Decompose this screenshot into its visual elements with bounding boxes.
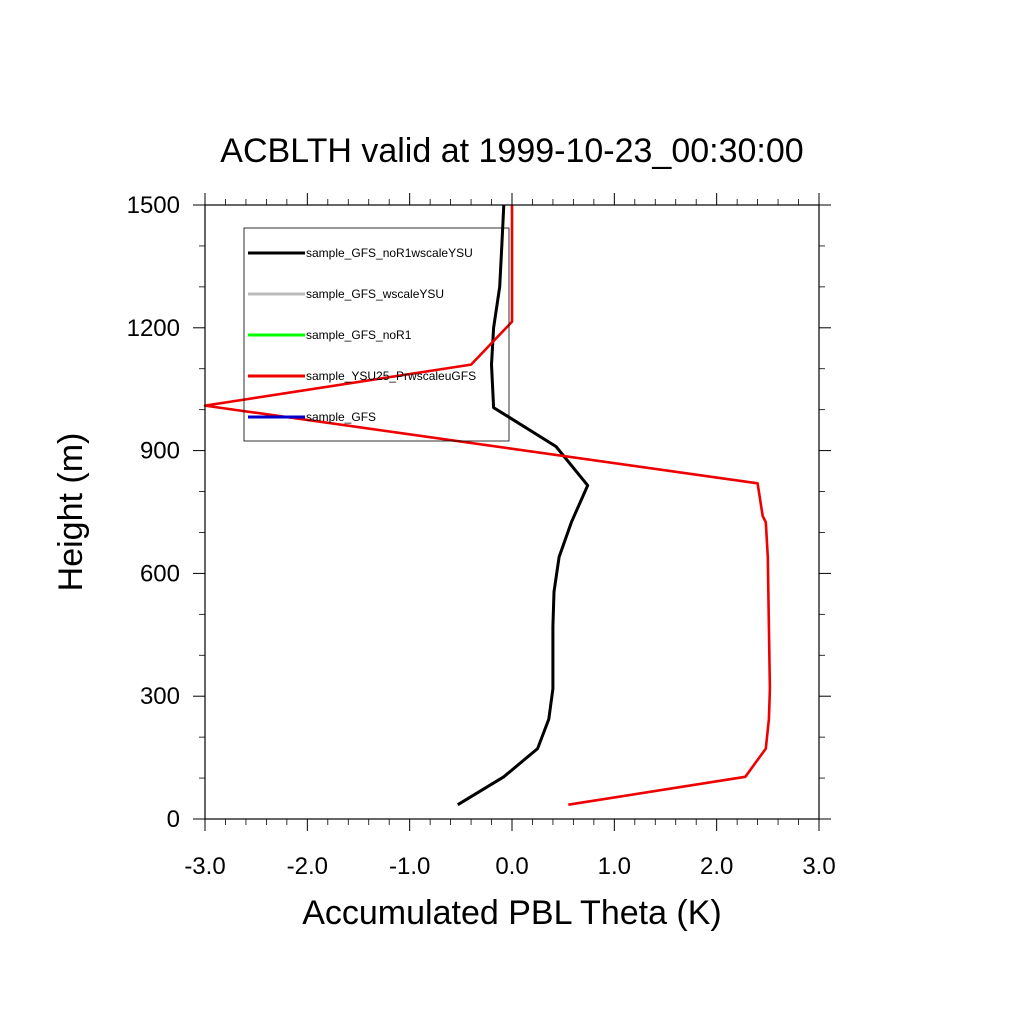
legend-label: sample_GFS_noR1 xyxy=(306,328,412,342)
legend-label: sample_GFS_wscaleYSU xyxy=(306,287,444,301)
legend: sample_GFS_noR1wscaleYSU sample_GFS_wscal… xyxy=(243,227,510,442)
series-line-sample_GFS_noR1wscaleYSU xyxy=(457,204,590,806)
x-tick-label: -3.0 xyxy=(184,853,225,880)
chart-title: ACBLTH valid at 1999-10-23_00:30:00 xyxy=(220,132,803,170)
y-axis-title: Height (m) xyxy=(52,433,90,592)
x-tick-label: 2.0 xyxy=(700,853,733,880)
y-tick-label: 900 xyxy=(140,438,180,465)
axis-ticks: -3.0 -2.0 -1.0 0.0 1.0 2.0 3.0 0 300 600 900 1200 15… xyxy=(127,192,836,880)
legend-label: sample_YSU25_PrwscaleuGFS xyxy=(306,369,476,383)
legend-box xyxy=(243,227,510,442)
series-line-sample_YSU25_PrwscaleuGFS xyxy=(203,205,772,806)
y-tick-label: 300 xyxy=(140,683,180,710)
series-line-sample_GFS_wscaleYSU xyxy=(457,204,590,806)
x-tick-label: 3.0 xyxy=(802,853,835,880)
legend-label: sample_GFS_noR1wscaleYSU xyxy=(306,246,473,260)
y-tick-label: 600 xyxy=(140,560,180,587)
x-tick-label: 1.0 xyxy=(598,853,631,880)
x-axis-title: Accumulated PBL Theta (K) xyxy=(302,894,722,932)
y-tick-label: 1200 xyxy=(127,315,180,342)
x-tick-label: -2.0 xyxy=(287,853,328,880)
x-tick-label: 0.0 xyxy=(495,853,528,880)
x-tick-label: -1.0 xyxy=(389,853,430,880)
y-tick-label: 0 xyxy=(167,806,180,833)
legend-label: sample_GFS xyxy=(306,410,376,424)
series-lines xyxy=(203,204,772,806)
y-tick-label: 1500 xyxy=(127,192,180,219)
